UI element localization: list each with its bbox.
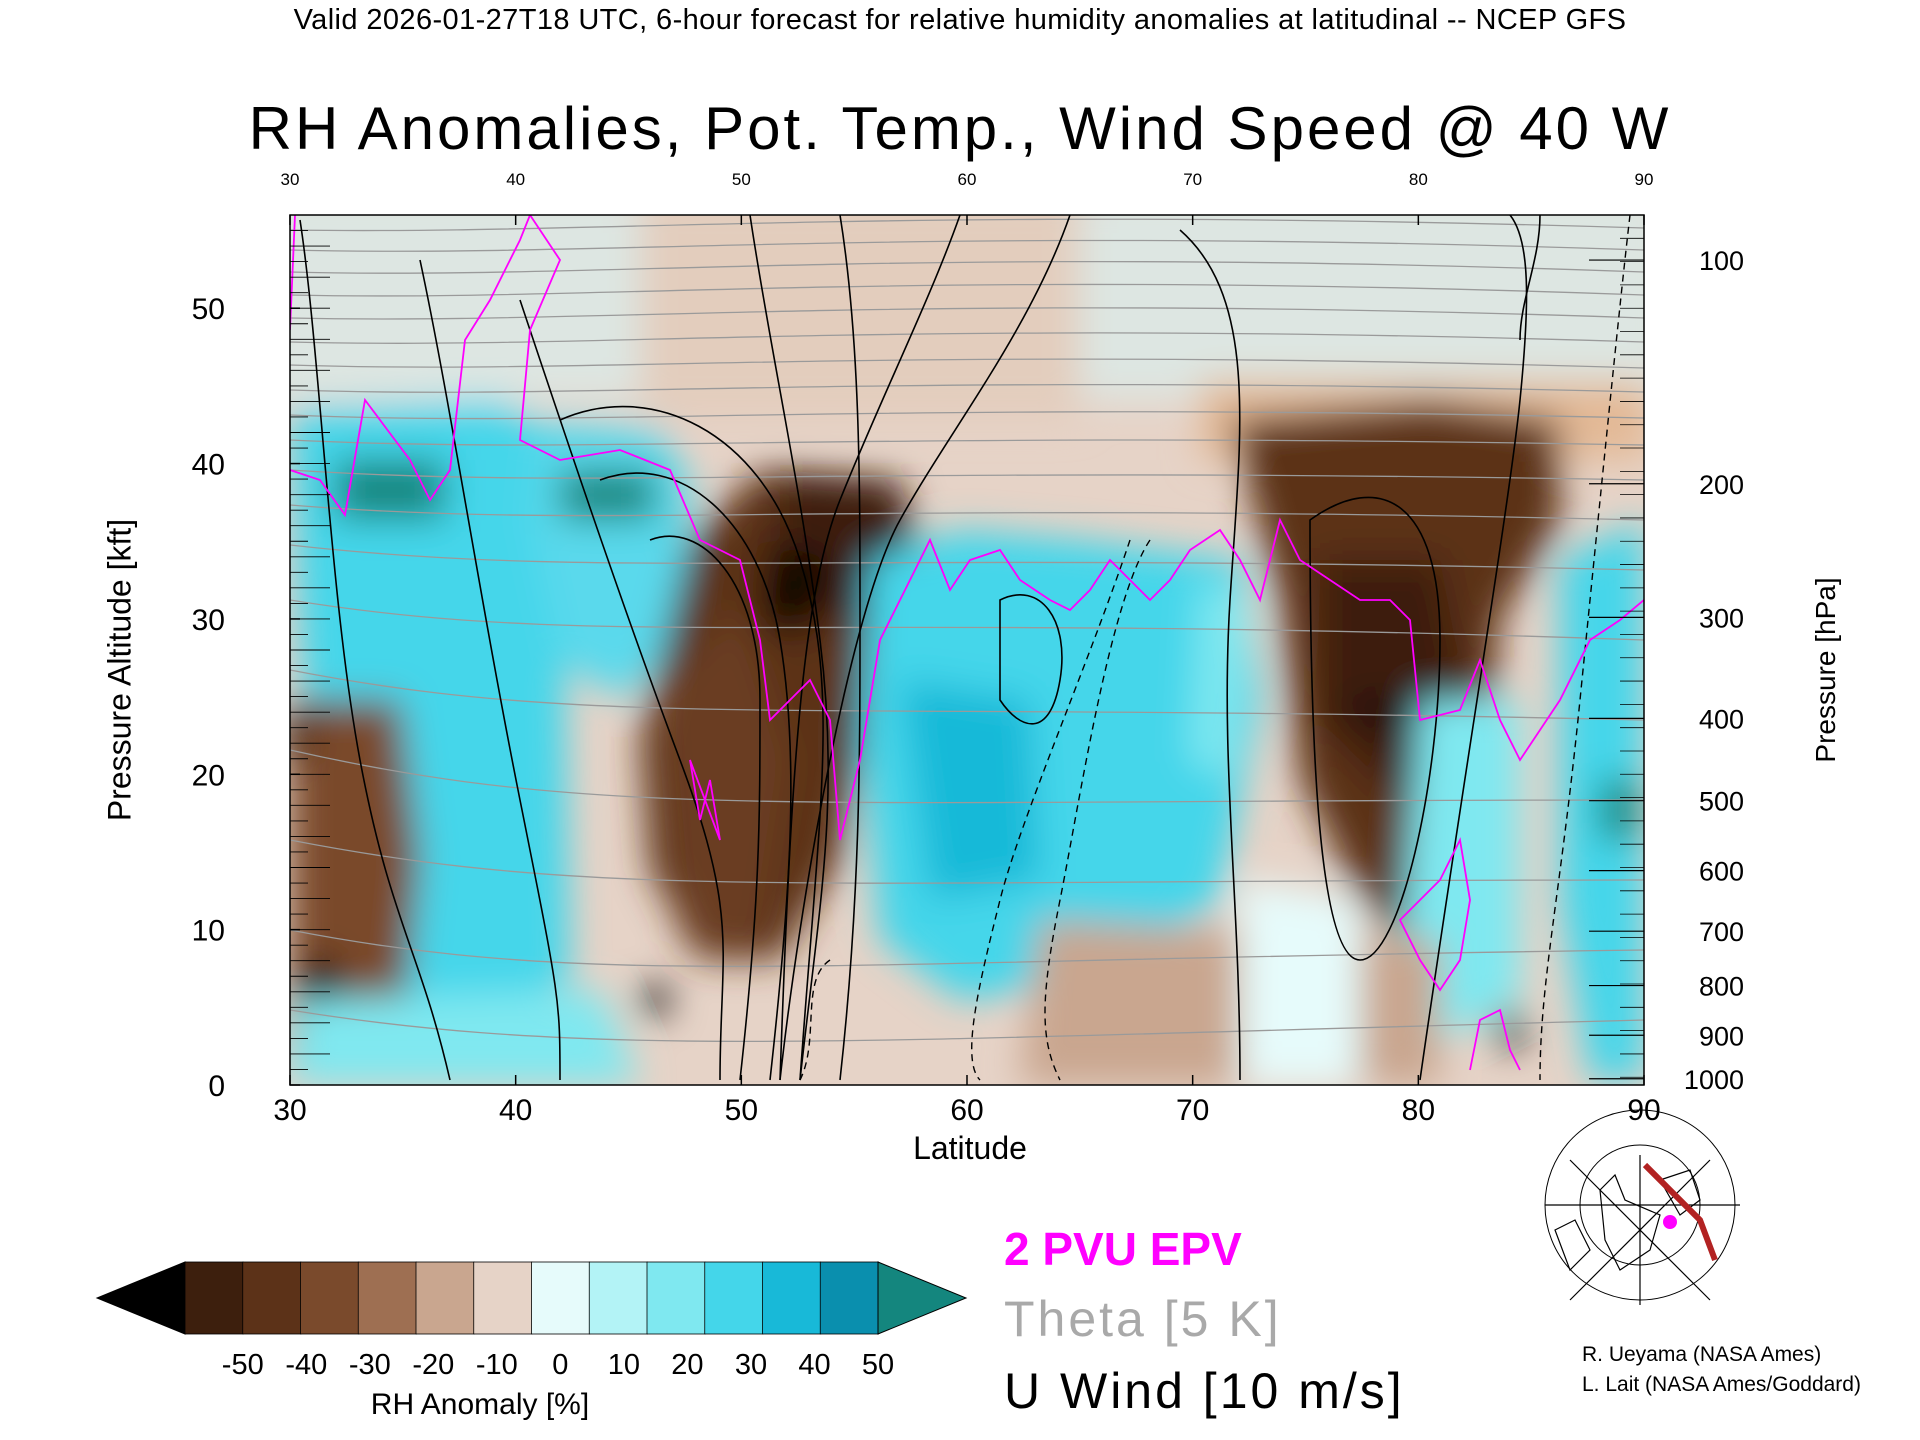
pressure-tick-label: 200: [1699, 470, 1744, 500]
colorbar-bin: [819, 1261, 879, 1335]
y-tick-label: 30: [192, 604, 225, 637]
colorbar: -50 -40 -30 -20 -10 0 10 20 30 40 50: [95, 1261, 968, 1381]
colorbar-bin: [531, 1261, 591, 1335]
pressure-tick-label: 100: [1699, 246, 1744, 276]
colorbar-tick-label: 0: [552, 1349, 568, 1381]
legend-uwind: U Wind [10 m/s]: [1004, 1363, 1405, 1419]
pressure-tick-label: 400: [1699, 704, 1744, 734]
colorbar-tick-label: 20: [671, 1349, 703, 1381]
colorbar-under-arrow: [95, 1261, 186, 1335]
pressure-tick-label: 700: [1699, 917, 1744, 947]
colorbar-bin: [588, 1261, 648, 1335]
x-top-tick-label: 50: [732, 170, 751, 189]
colorbar-tick-label: -30: [349, 1349, 391, 1381]
y-tick-label: 0: [208, 1070, 225, 1103]
y-tick-label: 40: [192, 449, 225, 482]
colorbar-tick-label: -20: [412, 1349, 454, 1381]
colorbar-bin: [646, 1261, 706, 1335]
u-wind-negative-contours: [799, 215, 1631, 1081]
pressure-tick-label: 500: [1699, 787, 1744, 817]
pressure-tick-label: 800: [1699, 972, 1744, 1002]
y-axis-label-right: Pressure [hPa]: [1810, 577, 1841, 763]
y-axis-right: 100 200 300 400 500 600 700 800 900 1000: [1589, 237, 1744, 1095]
x-top-tick-label: 30: [281, 170, 300, 189]
colorbar-tick-label: 50: [862, 1349, 894, 1381]
colorbar-bin: [762, 1261, 822, 1335]
credit-line-2: L. Lait (NASA Ames/Goddard): [1582, 1373, 1861, 1396]
colorbar-bin: [704, 1261, 764, 1335]
colorbar-tick-label: 40: [798, 1349, 830, 1381]
rh-anomaly-field: [290, 215, 1644, 1085]
legend-epv: 2 PVU EPV: [1004, 1223, 1242, 1275]
x-top-tick-label: 40: [506, 170, 525, 189]
x-axis-top: 30 40 50 60 70 80 90: [281, 170, 1654, 225]
x-tick-label: 60: [950, 1094, 983, 1127]
y-axis-left: 0 10 20 30 40 50: [192, 214, 330, 1103]
x-tick-label: 50: [725, 1094, 758, 1127]
credit-line-1: R. Ueyama (NASA Ames): [1582, 1343, 1822, 1366]
colorbar-bin: [473, 1261, 533, 1335]
x-tick-label: 80: [1402, 1094, 1435, 1127]
x-top-tick-label: 70: [1183, 170, 1202, 189]
u-wind-contours: [299, 215, 1541, 1081]
x-axis-bottom: 30 40 50 60 70 80 90: [273, 1075, 1661, 1127]
colorbar-label: RH Anomaly [%]: [370, 1388, 590, 1421]
legend-theta: Theta [5 K]: [1004, 1291, 1282, 1347]
colorbar-tick-label: 10: [608, 1349, 640, 1381]
pressure-tick-label: 600: [1699, 857, 1744, 887]
x-tick-label: 70: [1176, 1094, 1209, 1127]
pressure-tick-label: 300: [1699, 603, 1744, 633]
x-axis-label: Latitude: [913, 1130, 1027, 1166]
x-tick-label: 40: [499, 1094, 532, 1127]
inset-locator-map: [1544, 1109, 1740, 1305]
pressure-tick-label: 1000: [1684, 1065, 1744, 1095]
x-top-tick-label: 60: [958, 170, 977, 189]
colorbar-bin: [242, 1261, 302, 1335]
colorbar-bin: [357, 1261, 417, 1335]
colorbar-bin: [415, 1261, 475, 1335]
theta-contours: [290, 218, 1644, 1043]
colorbar-tick-label: -40: [285, 1349, 327, 1381]
epv-2pvu-contour: [290, 215, 1644, 1071]
y-tick-label: 20: [192, 759, 225, 792]
colorbar-over-arrow: [877, 1261, 968, 1335]
y-tick-label: 50: [192, 293, 225, 326]
colorbar-tick-label: -10: [476, 1349, 518, 1381]
x-top-tick-label: 80: [1409, 170, 1428, 189]
x-top-tick-label: 90: [1635, 170, 1654, 189]
pressure-tick-label: 900: [1699, 1021, 1744, 1051]
colorbar-bin: [184, 1261, 244, 1335]
y-axis-label-left: Pressure Altitude [kft]: [101, 518, 138, 822]
y-tick-label: 10: [192, 915, 225, 948]
x-tick-label: 30: [273, 1094, 306, 1127]
colorbar-tick-label: -50: [222, 1349, 264, 1381]
colorbar-bin: [300, 1261, 360, 1335]
colorbar-tick-label: 30: [735, 1349, 767, 1381]
valid-time-header: Valid 2026-01-27T18 UTC, 6-hour forecast…: [293, 4, 1627, 36]
chart-title: RH Anomalies, Pot. Temp., Wind Speed @ 4…: [248, 95, 1672, 162]
